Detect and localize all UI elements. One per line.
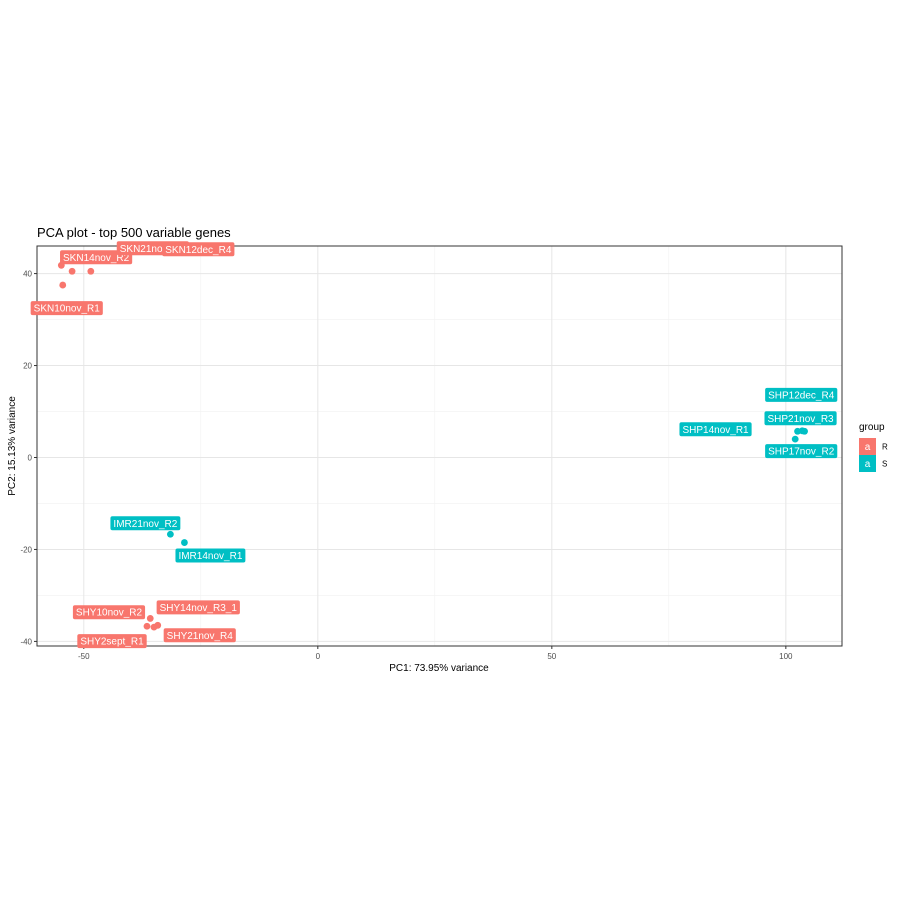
label-shy2sept-r1: SHY2sept_R1 xyxy=(77,634,147,649)
legend-label: S xyxy=(882,460,887,469)
label-shp17nov-r2: SHP17nov_R2 xyxy=(765,444,838,459)
point-shy14nov-r3-1 xyxy=(146,615,154,622)
point-imr14nov-r1 xyxy=(181,539,188,546)
label-text: SHY10nov_R2 xyxy=(76,608,143,619)
data-points xyxy=(57,261,808,631)
label-skn10nov-r1: SKN10nov_R1 xyxy=(30,301,103,316)
label-shp12dec-r4: SHP12dec_R4 xyxy=(765,387,838,402)
legend-key-glyph: a xyxy=(865,442,871,453)
plot-border xyxy=(36,245,843,647)
point-shy21nov-r4 xyxy=(154,621,162,629)
legend-key xyxy=(859,455,876,472)
point-skn10nov-r1 xyxy=(59,281,67,289)
x-axis-title: PC1: 73.95% variance xyxy=(389,663,489,674)
label-box xyxy=(60,250,133,265)
x-tick-label: 100 xyxy=(779,652,793,661)
x-axis: -50 0 50 100 xyxy=(78,646,793,661)
point-shy10nov-r2 xyxy=(143,622,151,630)
legend-label: R xyxy=(882,443,888,452)
y-tick-label: -20 xyxy=(20,545,32,554)
label-text: SHP14nov_R1 xyxy=(682,425,749,436)
label-shp21nov-r3: SHP21nov_R3 xyxy=(764,411,837,426)
point-shp17nov-r2 xyxy=(791,435,799,443)
label-box xyxy=(765,444,838,459)
label-box xyxy=(162,242,235,257)
label-skn14nov-r2: SKN14nov_R2 xyxy=(60,250,133,265)
point-skn14nov-r2 xyxy=(68,267,76,275)
y-tick-label: -40 xyxy=(20,637,32,646)
label-box xyxy=(77,634,147,649)
label-text: SHY14nov_R3_1 xyxy=(160,603,238,614)
y-tick-label: 0 xyxy=(28,453,33,462)
label-box xyxy=(156,600,240,615)
label-shy14nov-r3-1: SHY14nov_R3_1 xyxy=(156,600,240,615)
legend-key-glyph: a xyxy=(865,459,871,470)
label-box xyxy=(110,516,181,531)
label-box xyxy=(679,422,752,437)
label-box xyxy=(764,411,837,426)
label-shy10nov-r2: SHY10nov_R2 xyxy=(72,605,146,620)
label-shy21nov-r4: SHY21nov_R4 xyxy=(163,628,236,643)
label-text: SHP21nov_R3 xyxy=(767,414,834,425)
label-box xyxy=(765,387,838,402)
label-text: SKN12dec_R4 xyxy=(165,245,232,256)
label-box xyxy=(175,548,246,563)
y-axis: -40 -20 0 20 40 xyxy=(20,270,37,646)
label-shp14nov-r1: SHP14nov_R1 xyxy=(679,422,752,437)
x-tick-label: -50 xyxy=(78,652,90,661)
label-text: SHP12dec_R4 xyxy=(768,390,835,401)
label-text: SKN21nov_R3 xyxy=(120,244,187,255)
label-text: SKN10nov_R1 xyxy=(34,304,101,315)
label-box xyxy=(163,628,236,643)
point-labels: SKN10nov_R1 SKN14nov_R2SKN21nov_R3SKN12de… xyxy=(30,241,838,649)
y-tick-label: 20 xyxy=(23,362,32,371)
y-axis-title: PC2: 15.13% variance xyxy=(7,396,18,496)
grid-minor xyxy=(37,246,842,646)
x-tick-label: 50 xyxy=(547,652,556,661)
x-tick-label: 0 xyxy=(316,652,321,661)
point-skn21nov-r3 xyxy=(87,267,95,275)
label-box xyxy=(72,605,146,620)
label-imr21nov-r2: IMR21nov_R2 xyxy=(110,516,181,531)
label-skn12dec-r4: SKN12dec_R4 xyxy=(162,242,235,257)
chart-title: PCA plot - top 500 variable genes xyxy=(37,225,231,240)
label-text: IMR21nov_R2 xyxy=(113,519,177,530)
point-shp21nov-r3 xyxy=(801,427,808,435)
label-imr14nov-r1: IMR14nov_R1 xyxy=(175,548,246,563)
legend-key xyxy=(859,438,876,455)
label-text: IMR14nov_R1 xyxy=(178,551,242,562)
label-text: SHY2sept_R1 xyxy=(80,637,144,648)
y-tick-label: 40 xyxy=(23,270,32,279)
plot-panel xyxy=(37,246,842,646)
point-imr21nov-r2 xyxy=(166,530,174,538)
label-text: SHY21nov_R4 xyxy=(167,631,234,642)
label-text: SKN14nov_R2 xyxy=(63,253,130,264)
legend: group a Ra S xyxy=(859,422,888,472)
legend-title: group xyxy=(859,422,885,433)
label-box xyxy=(30,301,103,316)
label-text: SHP17nov_R2 xyxy=(768,447,835,458)
